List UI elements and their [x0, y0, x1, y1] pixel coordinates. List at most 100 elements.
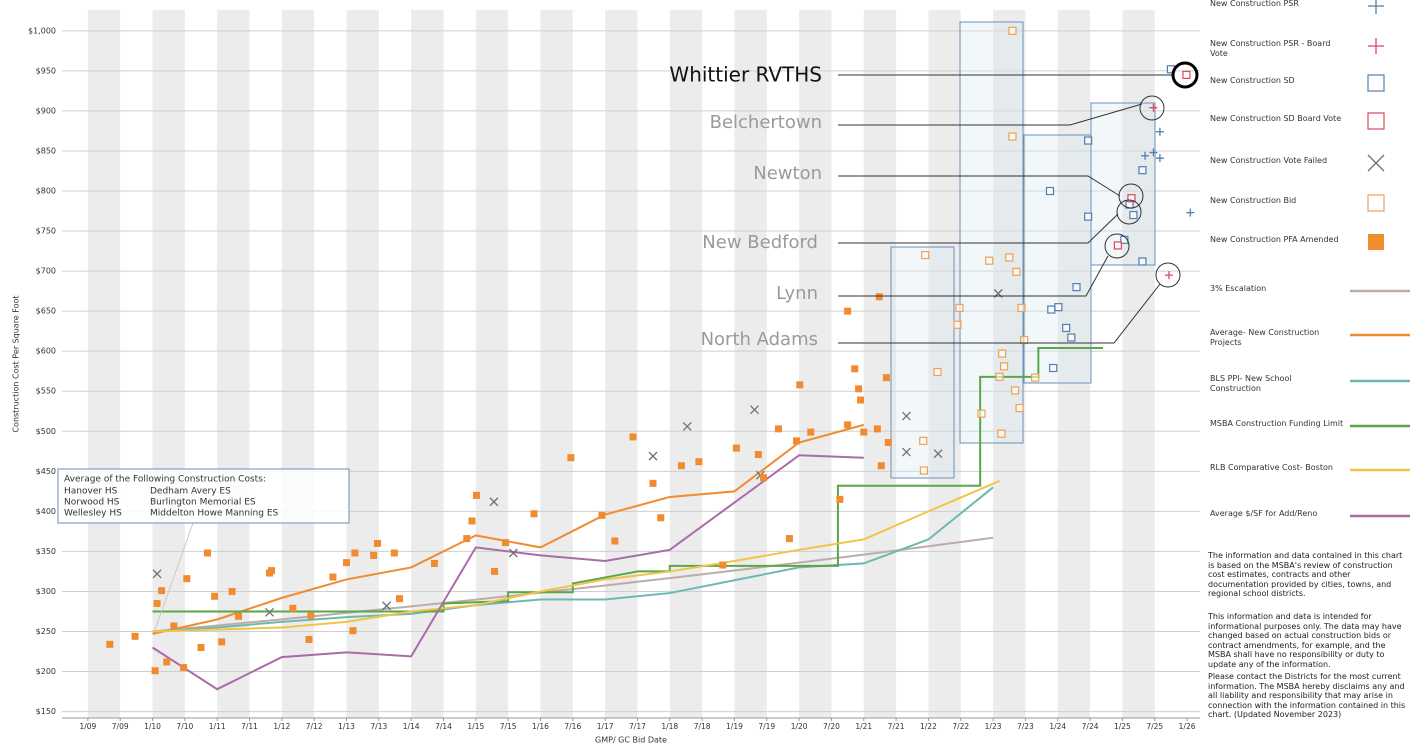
stripe — [346, 10, 379, 718]
filled-square-marker — [151, 667, 159, 675]
y-tick-label: $800 — [36, 187, 56, 196]
filled-square-marker — [796, 381, 804, 389]
plus-marker — [1149, 148, 1158, 157]
filled-square-marker — [106, 640, 114, 648]
square-marker — [1008, 26, 1017, 35]
box-item: Norwood HS — [64, 498, 120, 508]
x-marker — [648, 451, 658, 461]
filled-square-marker — [180, 664, 188, 672]
filled-square-marker — [235, 612, 243, 620]
highlight-circle — [1104, 233, 1130, 259]
square-marker — [921, 250, 930, 260]
callout-label: North Adams — [701, 329, 818, 350]
box-item: Dedham Avery ES — [150, 487, 231, 497]
filled-square-marker — [530, 510, 538, 518]
legend-label: Average- New Construction Projects — [1210, 328, 1320, 347]
x-tick-label: 7/24 — [1082, 722, 1099, 731]
box-title: Average of the Following Construction Co… — [64, 475, 266, 485]
y-tick-label: $300 — [36, 587, 56, 596]
y-tick-label: $150 — [36, 707, 56, 716]
plus-marker — [1186, 208, 1195, 217]
x-tick-label: 1/21 — [855, 722, 872, 731]
y-tick-label: $600 — [36, 347, 56, 356]
stripe — [540, 10, 573, 718]
square-marker — [1113, 241, 1122, 250]
box-item: Middelton Howe Manning ES — [150, 509, 279, 519]
filled-square-marker — [396, 595, 404, 603]
filled-square-marker — [329, 573, 337, 581]
filled-square-marker — [844, 307, 852, 315]
x-marker — [750, 405, 759, 415]
filled-square-marker — [785, 535, 793, 543]
square-marker — [953, 320, 962, 329]
leader-line — [838, 283, 1161, 344]
filled-square-marker — [754, 451, 762, 459]
filled-square-marker — [374, 539, 382, 547]
y-tick-label: $400 — [36, 507, 56, 516]
square-marker — [1047, 305, 1056, 314]
box-item: Hanover HS — [64, 487, 118, 497]
filled-square-marker — [851, 365, 859, 373]
square-marker — [1067, 333, 1076, 342]
filled-square-marker — [203, 549, 211, 557]
range-box — [959, 21, 1024, 444]
x-tick-label: 1/26 — [1179, 722, 1196, 731]
square-marker — [1138, 257, 1147, 266]
highlight-circle — [1116, 199, 1142, 225]
filled-square-marker — [351, 549, 359, 557]
legend-label: 3% Escalation — [1210, 284, 1267, 293]
x-marker — [933, 449, 943, 459]
square-marker — [1084, 212, 1093, 221]
legend-label: New Construction Bid — [1210, 196, 1297, 205]
square-marker — [1031, 373, 1040, 382]
legend-swatch — [1367, 194, 1385, 212]
highlight-circle — [1118, 183, 1144, 209]
plus-marker — [1164, 271, 1173, 280]
x-tick-label: 1/13 — [338, 722, 355, 731]
square-marker — [1084, 136, 1093, 145]
filled-square-marker — [307, 611, 315, 619]
y-tick-label: $350 — [36, 547, 56, 556]
note: The information and data contained in th… — [1208, 551, 1403, 599]
y-tick-label: $900 — [36, 106, 56, 115]
stripe — [475, 10, 509, 718]
filled-square-marker — [657, 514, 665, 522]
square-marker — [1182, 70, 1191, 79]
filled-square-marker — [882, 374, 890, 382]
x-tick-label: 7/22 — [952, 722, 969, 731]
callout-label: Belchertown — [710, 112, 822, 133]
callout-label: Lynn — [776, 283, 818, 304]
filled-square-marker — [877, 462, 885, 470]
x-tick-label: 1/11 — [209, 722, 226, 731]
filled-square-marker — [807, 428, 815, 436]
square-marker — [999, 362, 1009, 371]
filled-square-marker — [629, 433, 637, 441]
filled-square-marker — [873, 425, 881, 433]
legend-swatch — [1368, 0, 1384, 14]
filled-square-marker — [349, 627, 357, 635]
filled-square-marker — [774, 425, 782, 433]
x-tick-label: 1/19 — [726, 722, 743, 731]
y-tick-label: $850 — [36, 146, 56, 155]
filled-square-marker — [267, 567, 275, 575]
filled-square-marker — [875, 293, 883, 301]
legend-label: New Construction PSR — [1210, 0, 1299, 8]
stripe — [993, 10, 1026, 718]
filled-square-marker — [567, 454, 575, 462]
filled-square-marker — [305, 636, 313, 644]
x-tick-label: 1/23 — [985, 722, 1002, 731]
x-tick-label: 1/09 — [79, 722, 96, 731]
x-tick-label: 7/23 — [1017, 722, 1034, 731]
x-tick-label: 1/10 — [144, 722, 161, 731]
square-marker — [1129, 210, 1138, 220]
stripe — [411, 10, 444, 718]
filled-square-marker — [860, 428, 868, 436]
y-tick-label: $250 — [36, 627, 56, 636]
x-tick-label: 1/18 — [661, 722, 678, 731]
legend-label: New Construction PSR - Board Vote — [1210, 39, 1331, 58]
square-marker — [1045, 186, 1055, 196]
y-tick-label: $750 — [36, 227, 56, 236]
y-tick-label: $950 — [36, 66, 56, 75]
